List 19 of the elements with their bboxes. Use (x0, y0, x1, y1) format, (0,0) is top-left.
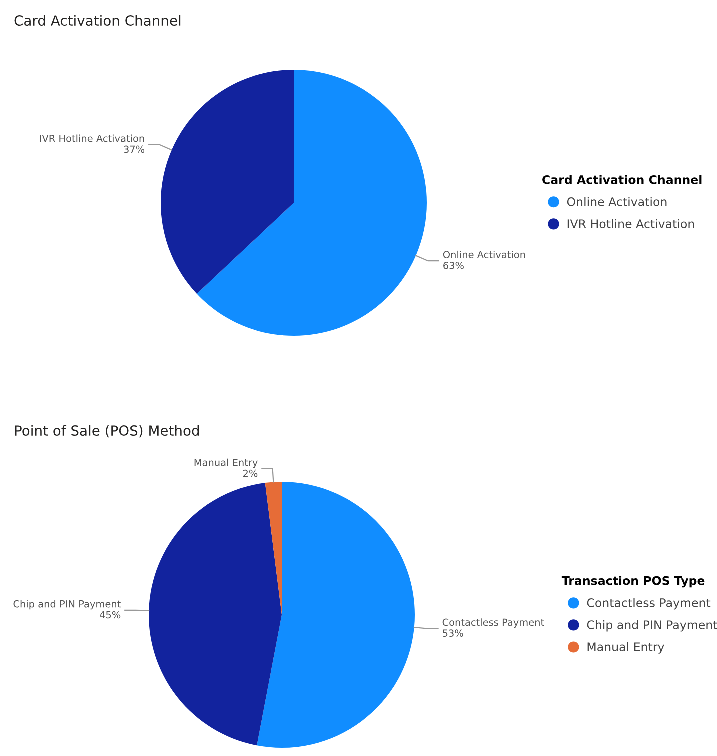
data-label: 37% (124, 146, 145, 154)
legend-label: Contactless Payment (587, 598, 711, 610)
legend-title: Transaction POS Type (562, 576, 705, 588)
slice-label: Chip and PIN Payment (14, 600, 121, 610)
data-label: 53% (443, 630, 464, 638)
legend-title: Card Activation Channel (542, 175, 702, 184)
chart-title: Point of Sale (POS) Method (15, 425, 200, 438)
slice-label: IVR Hotline Activation (40, 134, 144, 142)
slice-label: Online Activation (443, 250, 526, 258)
data-label: 2% (243, 470, 258, 478)
slice-label: Contactless Payment (442, 618, 544, 628)
data-label: 45% (100, 611, 121, 619)
legend-label: Chip and PIN Payment (587, 620, 717, 632)
slice-label: Manual Entry (194, 458, 258, 468)
legend-label: IVR Hotline Activation (568, 219, 694, 228)
data-label: 63% (444, 262, 464, 270)
legend-label: Manual Entry (588, 642, 664, 654)
chart-title: Card Activation Channel (14, 15, 181, 26)
legend-label: Online Activation (567, 197, 667, 206)
